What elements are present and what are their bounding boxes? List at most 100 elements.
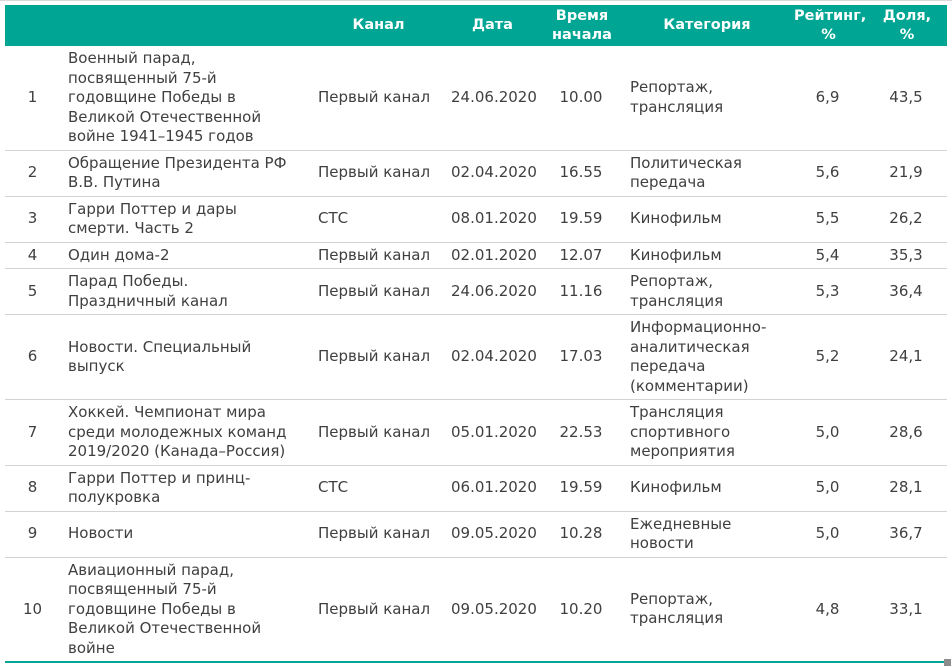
cell-date: 09.05.2020 — [445, 510, 540, 557]
cell-category: Репортаж, трансляция — [630, 78, 724, 116]
cell-rating: 5,4 — [790, 241, 867, 269]
cell-channel: Первый канал — [312, 399, 445, 465]
cell-num: 10 — [5, 556, 62, 662]
cell-time: 11.16 — [540, 268, 624, 315]
column-header-share: Доля, % — [867, 5, 947, 46]
table-row: 3 Гарри Поттер и дары смерти. Часть 2 СТС 0… — [5, 195, 947, 242]
cell-category: Репортаж, трансляция — [624, 268, 790, 315]
cell-share: 43,5 — [889, 88, 923, 106]
cell-time: 12.07 — [540, 241, 624, 269]
cell-date: 02.04.2020 — [445, 314, 540, 400]
cell-rating: 5,3 — [790, 268, 867, 315]
cell-rating: 6,9 — [815, 88, 840, 106]
cell-channel: СТС — [312, 195, 445, 242]
cell-title: Парад Победы. Праздничный канал — [62, 268, 312, 315]
cell-time: 10.20 — [540, 556, 624, 662]
cell-time: 22.53 — [540, 399, 624, 465]
cell-rating: 5,5 — [790, 195, 867, 242]
column-header-channel: Канал — [312, 5, 445, 46]
cell-num: 3 — [5, 195, 62, 242]
table-row: 9 Новости Первый канал 09.05.2020 10.28 Ежедн… — [5, 510, 947, 557]
cell-share: 26,2 — [867, 195, 947, 242]
cell-num: 7 — [5, 399, 62, 465]
tv-ratings-table: Канал Дата Время начала Категория Рейтинг, %… — [5, 5, 947, 663]
table-row: 2 Обращение Президента РФ В.В. Путина Перв… — [5, 149, 947, 196]
cell-num: 8 — [5, 464, 62, 511]
cell-share: 28,1 — [867, 464, 947, 511]
cell-category: Ежедневные новости — [624, 510, 790, 557]
cell-title: Новости — [62, 510, 312, 557]
cell-category: Репортаж, трансляция — [624, 556, 790, 662]
cell-date: 24.06.2020 — [445, 268, 540, 315]
table-row: 10 Авиационный парад, посвященный 75-й го… — [5, 556, 947, 662]
cell-rating: 5,0 — [790, 464, 867, 511]
table-resize-handle[interactable] — [944, 659, 951, 666]
cell-title: Авиационный парад, посвященный 75-й годо… — [62, 556, 312, 662]
cell-share: 28,6 — [867, 399, 947, 465]
cell-channel: Первый канал — [318, 88, 431, 106]
table-header: Канал Дата Время начала Категория Рейтинг, %… — [5, 5, 947, 46]
cell-time: 19.59 — [540, 195, 624, 242]
cell-date: 09.05.2020 — [445, 556, 540, 662]
cell-time: 10.00 — [559, 88, 603, 106]
column-header-date: Дата — [445, 5, 540, 46]
cell-share: 35,3 — [867, 241, 947, 269]
cell-num: 2 — [5, 149, 62, 196]
table-row: 1 Военный парад, посвященный 75-й годовщи… — [5, 46, 947, 150]
cell-rating: 5,0 — [790, 510, 867, 557]
cell-category: Кинофильм — [624, 241, 790, 269]
cell-title: Гарри Поттер и дары смерти. Часть 2 — [62, 195, 312, 242]
cell-share: 36,4 — [867, 268, 947, 315]
cell-channel: СТС — [312, 464, 445, 511]
cell-channel: Первый канал — [312, 510, 445, 557]
cell-title: Хоккей. Чемпионат мира среди молодежных … — [62, 399, 312, 465]
cell-date: 06.01.2020 — [445, 464, 540, 511]
cell-channel: Первый канал — [312, 314, 445, 400]
cell-category: Информационно- аналитическая передача (к… — [624, 314, 790, 400]
table-row: 5 Парад Победы. Праздничный канал Первый к… — [5, 268, 947, 315]
cell-share: 33,1 — [867, 556, 947, 662]
table-row: 7 Хоккей. Чемпионат мира среди молодежных… — [5, 399, 947, 465]
table-row: 6 Новости. Специальный выпуск Первый канал… — [5, 314, 947, 400]
cell-rating: 5,6 — [790, 149, 867, 196]
cell-category: Политическая передача — [624, 149, 790, 196]
cell-channel: Первый канал — [312, 149, 445, 196]
cell-rating: 5,0 — [790, 399, 867, 465]
cell-num: 4 — [5, 241, 62, 269]
table-body: 1 Военный парад, посвященный 75-й годовщи… — [5, 46, 947, 662]
cell-date: 08.01.2020 — [445, 195, 540, 242]
column-header-time: Время начала — [540, 5, 624, 46]
table-row: 8 Гарри Поттер и принц- полукровка СТС 06.0… — [5, 464, 947, 511]
cell-num: 1 — [27, 88, 38, 106]
column-header-rating: Рейтинг, % — [790, 5, 867, 46]
column-header-num — [5, 5, 62, 46]
cell-title: Один дома-2 — [62, 241, 312, 269]
cell-num: 6 — [5, 314, 62, 400]
cell-time: 16.55 — [540, 149, 624, 196]
cell-date: 02.04.2020 — [445, 149, 540, 196]
column-header-category: Категория — [624, 5, 790, 46]
cell-time: 19.59 — [540, 464, 624, 511]
cell-channel: Первый канал — [312, 556, 445, 662]
cell-rating: 5,2 — [790, 314, 867, 400]
table-row: 4 Один дома-2 Первый канал 02.01.2020 12.07 К… — [5, 241, 947, 269]
cell-channel: Первый канал — [312, 241, 445, 269]
cell-date: 02.01.2020 — [445, 241, 540, 269]
cell-title: Новости. Специальный выпуск — [62, 314, 312, 400]
cell-date: 05.01.2020 — [445, 399, 540, 465]
column-header-title — [62, 5, 312, 46]
cell-num: 5 — [5, 268, 62, 315]
header-row: Канал Дата Время начала Категория Рейтинг, %… — [5, 5, 947, 46]
cell-title: Обращение Президента РФ В.В. Путина — [62, 149, 312, 196]
cell-share: 24,1 — [867, 314, 947, 400]
cell-time: 17.03 — [540, 314, 624, 400]
cell-date: 24.06.2020 — [451, 88, 537, 106]
cell-share: 21,9 — [867, 149, 947, 196]
cell-channel: Первый канал — [312, 268, 445, 315]
cell-rating: 4,8 — [790, 556, 867, 662]
cell-num: 9 — [5, 510, 62, 557]
cell-category: Трансляция спортивного мероприятия — [624, 399, 790, 465]
cell-category: Кинофильм — [624, 464, 790, 511]
cell-share: 36,7 — [867, 510, 947, 557]
